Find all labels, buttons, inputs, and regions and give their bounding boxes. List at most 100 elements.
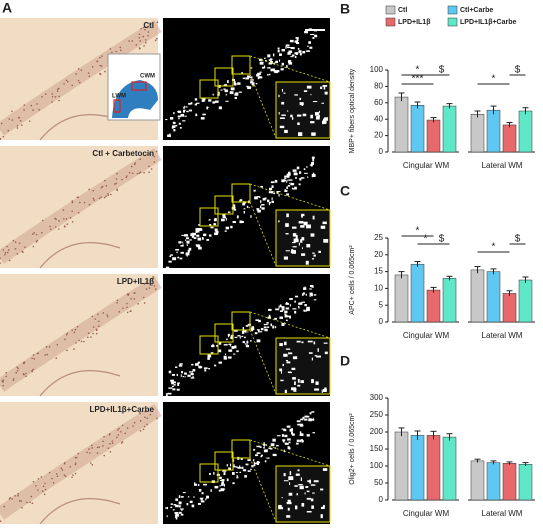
cell — [133, 298, 136, 300]
cell — [146, 423, 148, 426]
fiber — [231, 206, 236, 210]
fiber — [269, 187, 273, 191]
cell — [71, 220, 74, 223]
fiber — [263, 447, 265, 449]
fiber — [250, 327, 255, 331]
fiber — [306, 510, 312, 513]
fiber — [302, 416, 305, 419]
legend-swatch — [385, 17, 396, 27]
fiber — [197, 237, 202, 241]
fiber — [299, 97, 302, 100]
fiber — [236, 215, 239, 219]
legend-label: Ctl+Carbe — [460, 7, 493, 14]
fiber — [292, 246, 297, 248]
fiber — [171, 385, 174, 388]
cell — [152, 277, 155, 279]
fiber — [212, 101, 216, 104]
fiber — [284, 442, 289, 445]
cell — [71, 200, 74, 202]
fiber — [286, 46, 291, 49]
y-tick-label: 250 — [370, 410, 384, 419]
inset-roi — [131, 81, 147, 91]
cell — [63, 474, 66, 476]
fiber — [182, 376, 184, 378]
fiber — [303, 168, 306, 171]
fiber — [188, 247, 192, 251]
cell — [91, 464, 94, 466]
fiber — [229, 91, 234, 95]
fiber — [259, 446, 262, 448]
fiber — [306, 490, 310, 493]
fiber — [172, 121, 176, 125]
fiber — [281, 308, 285, 311]
cell — [71, 210, 73, 213]
fiber — [264, 60, 267, 62]
fiber — [309, 292, 313, 295]
fiber — [246, 341, 249, 343]
fiber — [247, 323, 252, 326]
fiber — [233, 353, 236, 355]
y-axis-label: APC+ cells / 0.065cm² — [349, 245, 356, 315]
cell — [56, 88, 59, 91]
cell — [63, 462, 66, 464]
significance-label: * — [492, 242, 496, 253]
fiber — [288, 371, 292, 374]
fiber — [303, 90, 308, 93]
cell — [139, 420, 142, 422]
y-tick-label: 200 — [370, 427, 384, 436]
cell — [14, 241, 17, 243]
cell — [60, 467, 63, 469]
fiber — [245, 77, 249, 80]
cell — [130, 298, 132, 300]
cell — [127, 294, 130, 296]
y-tick-label: 80 — [374, 82, 383, 91]
cell — [147, 34, 149, 37]
fiber — [291, 249, 294, 253]
fiber — [197, 361, 201, 364]
cell — [89, 452, 91, 454]
cell — [18, 500, 21, 502]
fiber — [215, 100, 219, 103]
fiber — [181, 509, 183, 511]
cell — [55, 218, 57, 221]
cell — [33, 358, 36, 360]
fiber — [310, 233, 315, 237]
fiber — [271, 68, 276, 72]
fiber — [192, 371, 194, 373]
cell — [92, 197, 95, 200]
fiber — [285, 360, 289, 362]
bar — [486, 109, 501, 153]
fiber — [279, 316, 284, 319]
fiber — [182, 110, 186, 113]
fiber — [258, 76, 263, 79]
cell — [12, 379, 15, 382]
fiber — [285, 348, 291, 350]
fiber — [192, 232, 197, 236]
fiber — [172, 509, 175, 511]
bar — [470, 114, 485, 153]
fiber — [229, 344, 231, 347]
cell — [31, 370, 34, 373]
roi-box — [231, 311, 251, 331]
fiber — [168, 387, 173, 389]
fiber — [247, 75, 250, 78]
bar — [394, 96, 409, 153]
cell — [99, 72, 101, 75]
fiber — [232, 221, 236, 224]
fiber — [312, 252, 315, 254]
fiber — [235, 466, 238, 468]
y-axis-label: MBP+ fibers optical density — [349, 68, 356, 153]
roi-box — [199, 463, 219, 483]
fiber — [271, 197, 273, 200]
fiber — [195, 363, 199, 366]
x-tick-label: Cingular WM — [403, 161, 450, 170]
cell — [138, 47, 141, 49]
fiber — [301, 247, 304, 249]
fiber — [190, 102, 193, 105]
fiber — [193, 237, 197, 239]
fiber — [175, 366, 178, 368]
fiber — [322, 85, 328, 87]
fiber — [240, 220, 244, 223]
cell — [8, 259, 11, 262]
cell — [140, 27, 142, 30]
